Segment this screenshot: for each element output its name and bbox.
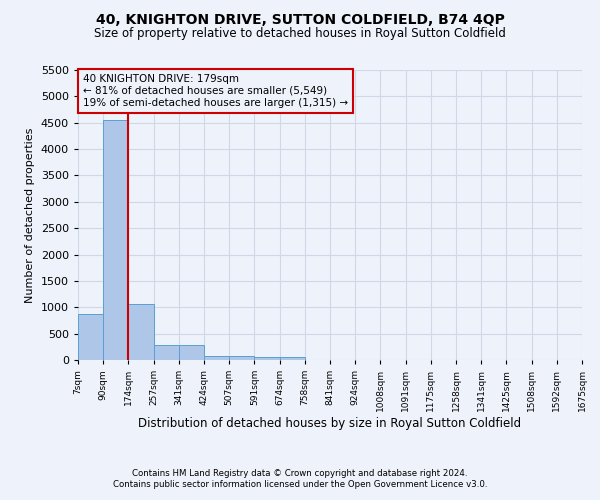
- Bar: [154, 344, 179, 360]
- Bar: [229, 356, 254, 360]
- Bar: [204, 356, 229, 360]
- Text: Contains public sector information licensed under the Open Government Licence v3: Contains public sector information licen…: [113, 480, 487, 489]
- Bar: [128, 304, 154, 360]
- Bar: [179, 345, 204, 360]
- Text: 40 KNIGHTON DRIVE: 179sqm
← 81% of detached houses are smaller (5,549)
19% of se: 40 KNIGHTON DRIVE: 179sqm ← 81% of detac…: [83, 74, 348, 108]
- X-axis label: Distribution of detached houses by size in Royal Sutton Coldfield: Distribution of detached houses by size …: [139, 416, 521, 430]
- Bar: [280, 357, 305, 360]
- Text: Contains HM Land Registry data © Crown copyright and database right 2024.: Contains HM Land Registry data © Crown c…: [132, 468, 468, 477]
- Text: 40, KNIGHTON DRIVE, SUTTON COLDFIELD, B74 4QP: 40, KNIGHTON DRIVE, SUTTON COLDFIELD, B7…: [95, 12, 505, 26]
- Bar: [78, 314, 103, 360]
- Text: Size of property relative to detached houses in Royal Sutton Coldfield: Size of property relative to detached ho…: [94, 28, 506, 40]
- Bar: [103, 120, 128, 360]
- Bar: [254, 357, 280, 360]
- Y-axis label: Number of detached properties: Number of detached properties: [25, 128, 35, 302]
